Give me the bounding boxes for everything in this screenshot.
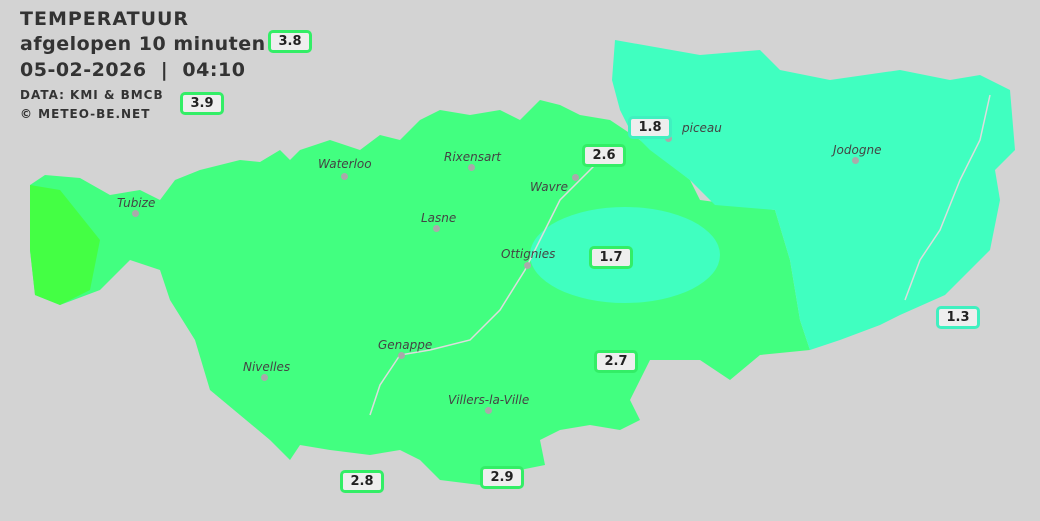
station-value[interactable]: 3.9 — [180, 92, 224, 115]
town-marker — [341, 173, 348, 180]
town-marker — [524, 262, 531, 269]
station-value[interactable]: 1.8 — [628, 116, 672, 139]
copyright: © METEO-BE.NET — [20, 107, 151, 121]
map-title: TEMPERATUUR — [20, 8, 190, 30]
town-marker — [398, 352, 405, 359]
river — [369, 159, 601, 416]
town-marker — [468, 164, 475, 171]
region-cool — [612, 40, 1015, 350]
town-label: Wavre — [530, 180, 568, 194]
town-label: Waterloo — [318, 157, 372, 171]
station-value[interactable]: 2.9 — [480, 466, 524, 489]
river — [904, 94, 991, 301]
town-marker — [485, 407, 492, 414]
town-label: Ottignies — [501, 247, 556, 261]
station-value[interactable]: 1.7 — [589, 246, 633, 269]
town-label: Jodogne — [833, 143, 882, 157]
town-label: Rixensart — [444, 150, 502, 164]
town-label: Tubize — [117, 196, 156, 210]
map-subtitle: afgelopen 10 minuten — [20, 33, 266, 55]
station-value[interactable]: 1.3 — [936, 306, 980, 329]
town-marker — [572, 174, 579, 181]
town-marker — [132, 210, 139, 217]
station-value[interactable]: 2.7 — [594, 350, 638, 373]
station-value[interactable]: 2.6 — [582, 144, 626, 167]
town-label: Villers-la-Ville — [448, 393, 530, 407]
town-label: Nivelles — [243, 360, 291, 374]
region-hot — [30, 185, 100, 305]
map-datetime: 05-02-2026 | 04:10 — [20, 59, 246, 81]
region-warm — [30, 100, 810, 485]
town-marker — [852, 157, 859, 164]
station-value[interactable]: 3.8 — [268, 30, 312, 53]
town-marker — [261, 374, 268, 381]
town-label: piceau — [682, 121, 722, 135]
town-label: Genappe — [378, 338, 433, 352]
town-label: Lasne — [421, 211, 457, 225]
station-value[interactable]: 2.8 — [340, 470, 384, 493]
town-marker — [433, 225, 440, 232]
data-source: DATA: KMI & BMCB — [20, 88, 164, 102]
